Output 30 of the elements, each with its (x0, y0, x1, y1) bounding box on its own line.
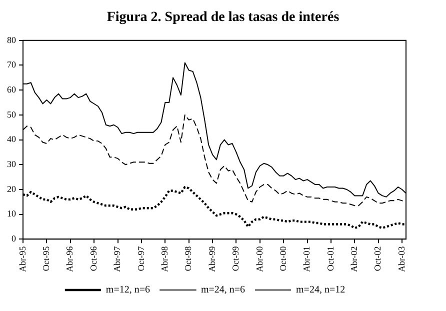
x-tick-label: Oct-99 (230, 246, 241, 272)
legend-label: m=24, n=6 (200, 284, 246, 296)
y-tick-label: 80 (7, 34, 16, 45)
y-tick-label: 70 (7, 60, 16, 70)
x-tick-label: Abr-99 (206, 246, 217, 272)
x-tick-label: Oct-02 (372, 246, 383, 272)
x-tick-label: Abr-03 (396, 246, 406, 272)
y-tick-label: 40 (7, 134, 16, 144)
legend-label: m=24, n=12 (296, 284, 346, 296)
x-tick-label: Abr-01 (302, 246, 312, 272)
y-tick-label: 50 (7, 109, 16, 120)
y-tick-label: 0 (12, 234, 16, 244)
legend-label: m=12, n=6 (106, 284, 150, 296)
x-tick-label: Abr-97 (112, 246, 122, 272)
x-tick-label: Oct-01 (325, 246, 336, 272)
chart-title: Figura 2. Spread de las tasas de interés (106, 10, 340, 27)
y-tick-label: 20 (7, 184, 16, 194)
x-tick-label: Abr-00 (254, 246, 264, 272)
x-tick-label: Oct-97 (136, 246, 146, 272)
y-tick-label: 30 (7, 159, 16, 169)
x-tick-label: Abr-02 (349, 246, 360, 272)
x-tick-label: Oct-00 (278, 246, 288, 272)
x-tick-label: Abr-96 (64, 246, 75, 272)
x-tick-label: Oct-98 (183, 246, 194, 272)
x-tick-label: Abr-98 (160, 246, 170, 272)
x-tick-label: Abr-95 (17, 246, 28, 272)
x-tick-label: Oct-95 (41, 246, 52, 272)
x-tick-label: Oct-96 (88, 246, 98, 272)
y-tick-label: 10 (7, 208, 16, 219)
y-tick-label: 60 (7, 84, 16, 94)
